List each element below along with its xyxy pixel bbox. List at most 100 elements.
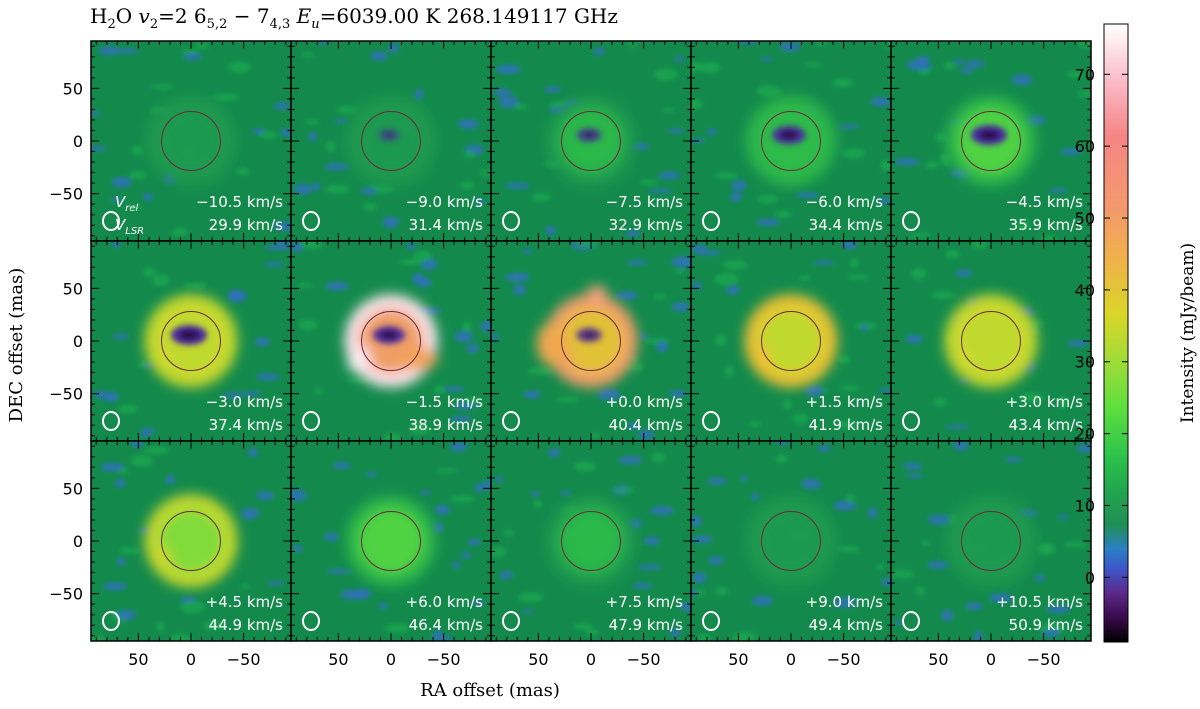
panel-vlsr-label: 34.4 km/s: [809, 216, 884, 234]
colorbar-tick-label: 60: [1075, 137, 1095, 156]
absorption: [576, 127, 602, 143]
channel-panel: −3.0 km/s 37.4 km/s 50 0 −50: [49, 240, 292, 442]
noise: [691, 41, 891, 226]
y-tick-label: −50: [49, 185, 83, 204]
panel-vlsr-label: 37.4 km/s: [209, 416, 284, 434]
noise: [91, 42, 291, 237]
absorption: [772, 125, 806, 145]
stellar-disk-circle: [761, 511, 821, 571]
y-tick-label: 50: [63, 279, 83, 298]
x-tick-label: 0: [986, 650, 996, 669]
x-tick-label: −50: [827, 650, 861, 669]
colorbar: 70 60 50 40 30 20 10 0 Intensity (mJy/beam): [1075, 23, 1198, 643]
vrel-symbol: Vrel: [115, 193, 139, 214]
beam-ellipse: [502, 211, 520, 231]
channel-panel: −4.5 km/s 35.9 km/s: [890, 40, 1092, 242]
noise: [691, 441, 891, 641]
x-tick-label: 50: [328, 650, 348, 669]
x-tick-label: 0: [586, 650, 596, 669]
emission: [345, 495, 437, 587]
panel-vlsr-label: 32.9 km/s: [609, 216, 684, 234]
emission: [745, 495, 837, 587]
x-tick-label: −50: [227, 650, 261, 669]
stellar-disk-circle: [561, 511, 621, 571]
y-tick-label: 50: [63, 479, 83, 498]
stellar-disk-circle: [961, 111, 1021, 171]
beam-ellipse: [702, 611, 720, 631]
noise: [891, 441, 1091, 641]
panel-vrel-label: −6.0 km/s: [806, 193, 884, 211]
x-tick-label: 50: [128, 650, 148, 669]
emission: [944, 294, 1038, 388]
panel-vrel-label: +10.5 km/s: [996, 593, 1083, 611]
panel-vlsr-label: 50.9 km/s: [1009, 616, 1084, 634]
panel-vrel-label: +7.5 km/s: [606, 593, 684, 611]
panel-vlsr-label: 40.4 km/s: [609, 416, 684, 434]
panel-vlsr-label: 49.4 km/s: [809, 616, 884, 634]
beam-ellipse: [302, 211, 320, 231]
panel-vrel-label: +0.0 km/s: [606, 393, 684, 411]
channel-panel: +6.0 km/s 46.4 km/s 50 0 −50: [290, 440, 492, 669]
channel-panel: −6.0 km/s 34.4 km/s: [690, 40, 892, 242]
stellar-disk-circle: [361, 111, 421, 171]
beam-ellipse: [702, 211, 720, 231]
colorbar-tick-label: 40: [1075, 281, 1095, 300]
x-tick-label: 50: [928, 650, 948, 669]
x-tick-label: −50: [427, 650, 461, 669]
emission: [345, 95, 437, 187]
absorption: [372, 325, 406, 345]
channel-panel: −7.5 km/s 32.9 km/s: [490, 40, 692, 242]
colorbar-tick-label: 10: [1075, 496, 1095, 515]
x-tick-label: 0: [386, 650, 396, 669]
panel-vrel-label: +1.5 km/s: [806, 393, 884, 411]
stellar-disk-circle: [361, 311, 421, 371]
panel-vrel-label: −1.5 km/s: [406, 393, 484, 411]
y-tick-label: −50: [49, 585, 83, 604]
absorption: [971, 125, 1007, 145]
emission: [145, 95, 237, 187]
panel-vrel-label: −7.5 km/s: [606, 193, 684, 211]
emission: [144, 494, 238, 588]
y-tick-label: 50: [63, 79, 83, 98]
emission: [744, 294, 838, 388]
stellar-disk-circle: [361, 511, 421, 571]
beam-ellipse: [102, 411, 120, 431]
channel-panel: +10.5 km/s 50.9 km/s 50 0 −50: [890, 440, 1092, 669]
panel-vlsr-label: 43.4 km/s: [1009, 416, 1084, 434]
colorbar-gradient: [1103, 23, 1129, 643]
figure-title: H2O v2=2 65,2 − 74,3 Eu=6039.00 K 268.14…: [90, 4, 618, 32]
colorbar-tick-label: 50: [1075, 209, 1095, 228]
beam-ellipse: [302, 611, 320, 631]
panel-vrel-label: +9.0 km/s: [806, 593, 884, 611]
colorbar-tick-label: 20: [1075, 425, 1095, 444]
colorbar-tick-label: 70: [1075, 65, 1095, 84]
channel-panel: +0.0 km/s 40.4 km/s: [490, 240, 692, 442]
panel-vrel-label: +6.0 km/s: [406, 593, 484, 611]
colorbar-tick-label: 30: [1075, 353, 1095, 372]
panel-vrel-label: −9.0 km/s: [406, 193, 484, 211]
emission: [945, 495, 1037, 587]
beam-ellipse: [102, 611, 120, 631]
panel-vlsr-label: 44.9 km/s: [209, 616, 284, 634]
beam-ellipse: [902, 411, 920, 431]
panel-vlsr-label: 47.9 km/s: [609, 616, 684, 634]
stellar-disk-circle: [561, 111, 621, 171]
absorption: [378, 128, 400, 142]
channel-panel: −1.5 km/s 38.9 km/s: [290, 240, 492, 442]
stellar-disk-circle: [161, 311, 221, 371]
beam-ellipse: [302, 411, 320, 431]
channel-panel: +7.5 km/s 47.9 km/s 50 0 −50: [490, 440, 692, 669]
stellar-disk-circle: [761, 311, 821, 371]
channel-panel: +4.5 km/s 44.9 km/s 50 0 −50 50 0 −50: [49, 440, 292, 669]
beam-ellipse: [502, 411, 520, 431]
channel-panel: +1.5 km/s 41.9 km/s: [690, 240, 892, 442]
emission: [545, 495, 637, 587]
x-tick-label: −50: [627, 650, 661, 669]
y-tick-label: 0: [73, 532, 83, 551]
panel-vlsr-label: 46.4 km/s: [409, 616, 484, 634]
x-tick-label: 0: [186, 650, 196, 669]
channel-panel: +3.0 km/s 43.4 km/s: [890, 240, 1092, 442]
x-tick-label: 50: [728, 650, 748, 669]
panel-vrel-label: −3.0 km/s: [206, 393, 284, 411]
